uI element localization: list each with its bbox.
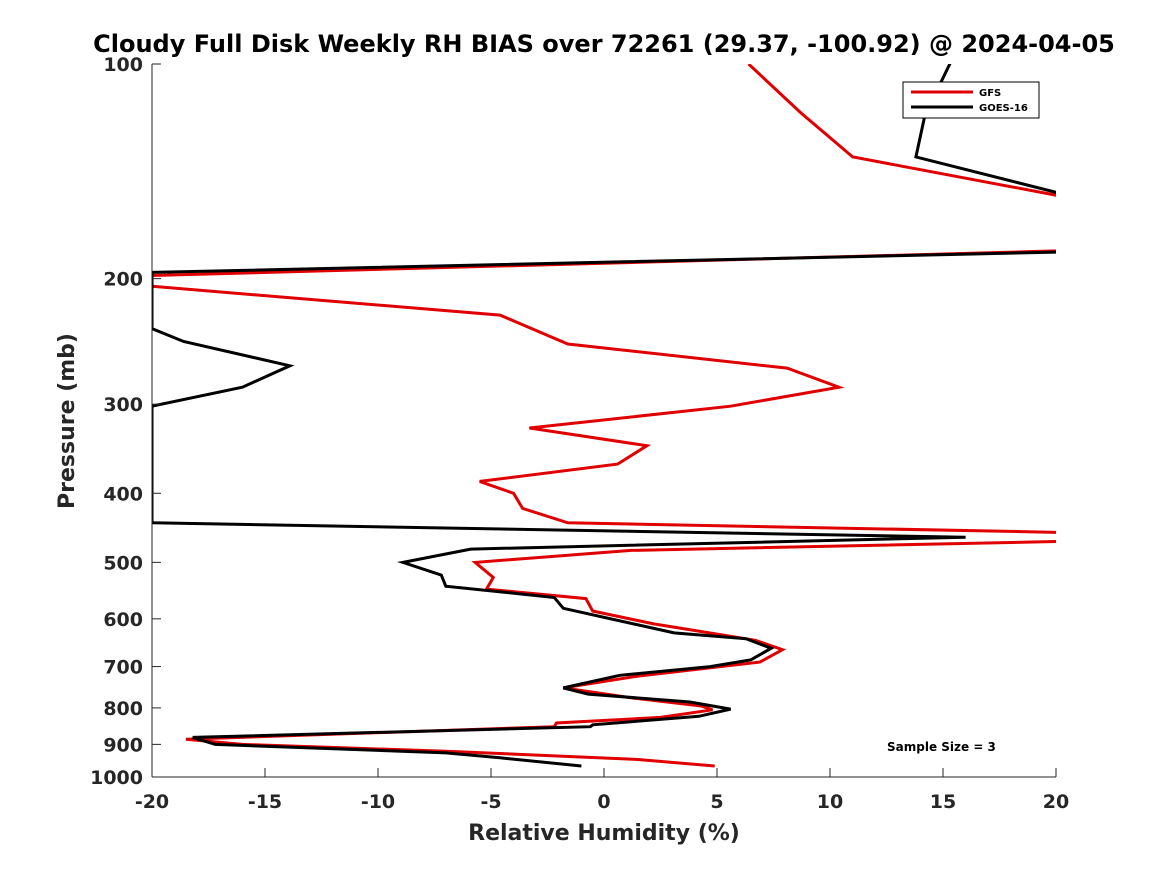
- y-tick-label: 500: [103, 552, 143, 574]
- series-line-goes16: [152, 64, 1056, 768]
- legend-label-gfs: GFS: [979, 88, 1001, 99]
- x-tick-label: 0: [597, 791, 610, 813]
- x-tick-label: -10: [361, 791, 395, 813]
- x-tick-label: 5: [710, 791, 723, 813]
- y-tick-label: 400: [103, 483, 143, 505]
- legend: GFS GOES-16: [902, 81, 1040, 119]
- y-tick-label: 1000: [90, 767, 143, 789]
- axis-layer: -20 -15 -10 -5 0 5 10 15 20 100 200 300 400 500 600 700…: [90, 54, 1069, 813]
- y-tick-label: 300: [103, 394, 143, 416]
- y-tick-label: 100: [103, 54, 143, 76]
- legend-label-goes16: GOES-16: [979, 103, 1028, 114]
- legend-box: [902, 81, 1040, 119]
- y-tick-label: 700: [103, 657, 143, 679]
- x-tick-label: 20: [1043, 791, 1069, 813]
- series-layer: [152, 64, 1056, 768]
- x-tick-label: 15: [930, 791, 956, 813]
- x-tick-label: -20: [135, 791, 169, 813]
- y-axis-label: Pressure (mb): [55, 333, 80, 509]
- chart-title: Cloudy Full Disk Weekly RH BIAS over 722…: [93, 30, 1115, 58]
- series-line-gfs: [152, 64, 1056, 768]
- y-tick-label: 800: [103, 698, 143, 720]
- y-tick-label: 600: [103, 609, 143, 631]
- x-axis-label: Relative Humidity (%): [468, 821, 740, 846]
- y-tick-label: 200: [103, 269, 143, 291]
- y-tick-label: 900: [103, 734, 143, 756]
- sample-size-annotation: Sample Size = 3: [887, 740, 996, 754]
- x-tick-label: -15: [248, 791, 282, 813]
- x-tick-label: 10: [817, 791, 843, 813]
- x-tick-label: -5: [480, 791, 501, 813]
